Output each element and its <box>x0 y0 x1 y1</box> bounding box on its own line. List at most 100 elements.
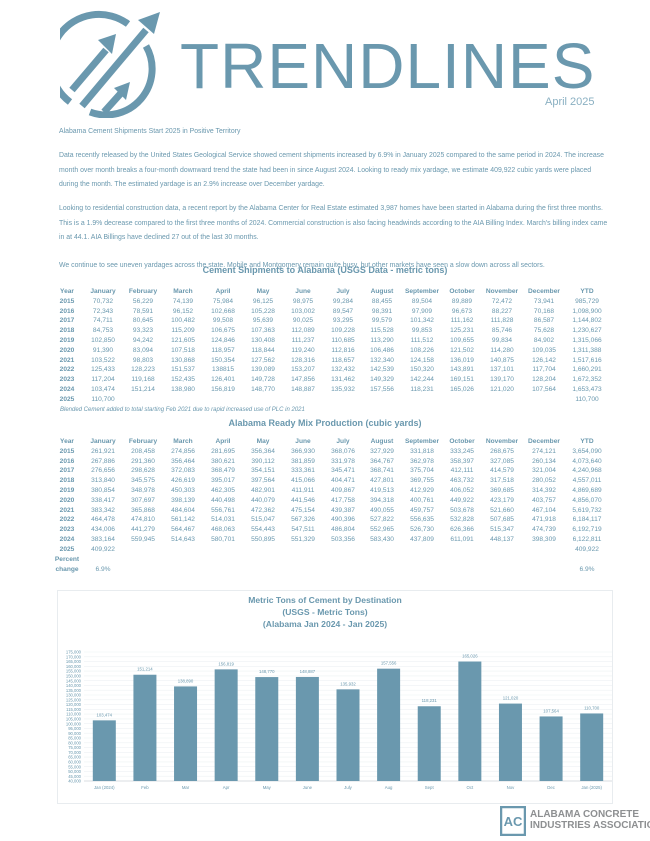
bar <box>214 669 238 781</box>
value-cell: 307,697 <box>131 496 155 504</box>
value-cell: 556,635 <box>410 516 434 524</box>
value-cell: 298,628 <box>131 467 155 475</box>
value-cell: 427,801 <box>370 477 394 485</box>
aci-logo: AC ALABAMA CONCRETE INDUSTRIES ASSOCIATI… <box>500 806 650 838</box>
value-cell: 70,168 <box>533 307 555 315</box>
value-cell: 152,435 <box>171 376 195 384</box>
value-cell: 414,579 <box>490 467 514 475</box>
value-cell: 124,158 <box>410 356 434 364</box>
value-cell: 554,443 <box>251 526 275 534</box>
column-header: November <box>485 438 519 445</box>
y-tick-label: 170,000 <box>66 654 82 659</box>
value-cell: 550,895 <box>251 536 275 543</box>
value-cell: 98,391 <box>371 307 393 315</box>
column-header: January <box>90 438 116 445</box>
value-cell: 547,511 <box>291 526 315 534</box>
value-cell: 398,139 <box>171 496 195 504</box>
year-cell: 2019 <box>59 487 75 494</box>
column-header: May <box>256 438 270 445</box>
value-cell: 140,875 <box>490 356 514 364</box>
value-cell: 132,432 <box>331 366 355 374</box>
value-cell: 380,854 <box>91 487 115 494</box>
bar <box>417 706 441 781</box>
value-cell: 150,320 <box>410 366 434 374</box>
cement-table-title: Cement Shipments to Alabama (USGS Data -… <box>202 265 448 275</box>
table-row: 2017 74,711 80,645 100,482 99,508 95,639 90,02… <box>0 317 650 327</box>
value-cell: 423,179 <box>490 496 514 504</box>
value-cell: 118,231 <box>410 386 434 393</box>
table-row: 2019 380,854 348,978 450,303 462,305 482,901 4… <box>0 487 650 497</box>
y-tick-label: 65,000 <box>68 755 81 760</box>
value-cell: 112,816 <box>331 346 355 354</box>
value-cell: 139,170 <box>490 376 514 384</box>
value-cell: 98,803 <box>132 356 154 364</box>
value-cell: 526,730 <box>410 526 434 534</box>
value-cell: 6,184,117 <box>572 516 602 524</box>
value-cell: 103,002 <box>291 307 315 315</box>
column-header: July <box>336 438 350 445</box>
table-row: 2017 276,656 298,628 372,083 368,479 354,151 3… <box>0 467 650 477</box>
value-cell: 1,315,066 <box>572 337 602 344</box>
value-cell: 94,242 <box>132 337 154 344</box>
column-header: November <box>485 288 519 295</box>
data-label: 110,700 <box>584 705 600 710</box>
value-cell: 169,151 <box>450 376 474 384</box>
value-cell: 118,844 <box>251 346 275 354</box>
table-row: 2025 409,922 409,922 <box>0 546 650 556</box>
value-cell: 109,228 <box>331 327 355 335</box>
value-cell: 345,575 <box>131 477 155 485</box>
year-cell: 2017 <box>59 317 75 325</box>
value-cell: 83,094 <box>132 346 154 354</box>
value-cell: 333,361 <box>291 467 315 475</box>
value-cell: 567,326 <box>291 516 315 524</box>
value-cell: 128,223 <box>131 366 155 374</box>
y-tick-label: 105,000 <box>66 716 82 721</box>
value-cell: 157,556 <box>370 386 394 393</box>
value-cell: 91,390 <box>92 346 114 354</box>
article-paragraph: Looking to residential construction data… <box>59 205 608 241</box>
svg-text:AC: AC <box>504 814 523 829</box>
value-cell: 95,639 <box>252 317 274 325</box>
x-tick-label: Jan (2025) <box>581 785 602 790</box>
value-cell: 362,978 <box>410 457 434 465</box>
value-cell: 105,228 <box>251 307 275 315</box>
column-header: July <box>336 288 350 295</box>
value-cell: 89,547 <box>332 307 354 315</box>
value-cell: 327,085 <box>490 457 514 465</box>
value-cell: 368,479 <box>211 467 235 475</box>
column-header: Year <box>60 438 74 445</box>
bar <box>295 676 319 781</box>
y-tick-label: 135,000 <box>66 688 82 693</box>
value-cell: 97,909 <box>411 307 433 315</box>
value-cell: 409,922 <box>91 545 115 553</box>
value-cell: 463,732 <box>450 477 474 485</box>
bar <box>255 677 279 781</box>
bar <box>498 703 522 781</box>
value-cell: 327,929 <box>370 447 394 455</box>
value-cell: 114,280 <box>490 346 514 354</box>
table-row: 2020 91,390 83,094 107,518 118,957 118,844 119… <box>0 347 650 357</box>
x-tick-label: May <box>263 785 272 790</box>
value-cell: 84,902 <box>533 337 555 344</box>
value-cell: 280,052 <box>532 477 556 485</box>
column-header: December <box>528 288 560 295</box>
value-cell: 412,111 <box>450 467 474 475</box>
value-cell: 111,512 <box>410 337 434 344</box>
value-cell: 5,619,732 <box>572 506 602 514</box>
value-cell: 521,660 <box>490 506 514 514</box>
value-cell: 121,605 <box>171 337 195 344</box>
x-tick-label: Apr <box>223 785 230 790</box>
percent-january: 6.9% <box>95 566 111 573</box>
header-row: Year January February March April May June July… <box>0 288 650 298</box>
chart-subtitle: (USGS - Metric Tons) <box>282 607 368 617</box>
y-tick-label: 95,000 <box>68 726 81 731</box>
value-cell: 397,564 <box>251 477 275 485</box>
value-cell: 1,098,900 <box>572 307 602 315</box>
article-paragraph: We continue to see uneven yardages acros… <box>59 262 545 269</box>
value-cell: 4,869,689 <box>572 487 602 494</box>
value-cell: 110,685 <box>331 337 355 344</box>
value-cell: 4,557,011 <box>572 477 602 485</box>
y-tick-label: 60,000 <box>68 759 81 764</box>
year-cell: 2021 <box>59 356 75 364</box>
value-cell: 490,055 <box>370 506 394 514</box>
